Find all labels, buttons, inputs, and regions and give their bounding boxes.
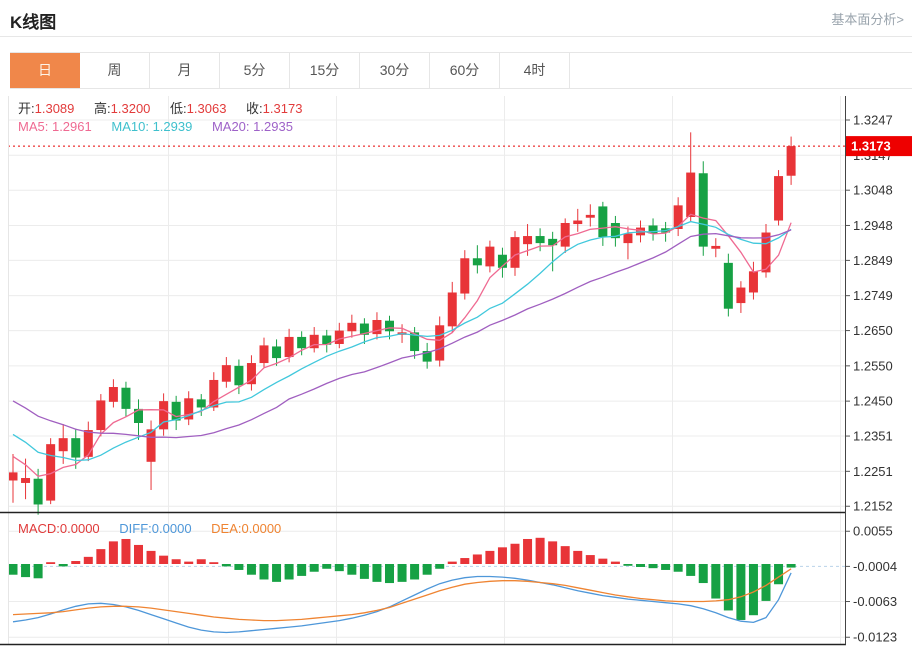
tab-月[interactable]: 月 xyxy=(150,53,220,88)
tab-15分[interactable]: 15分 xyxy=(290,53,360,88)
svg-text:1.2152: 1.2152 xyxy=(853,499,893,514)
svg-text:-0.0123: -0.0123 xyxy=(853,630,897,645)
tab-bar: 日周月 5分 15分 30分 60分 4时 xyxy=(10,52,912,89)
tab-60分[interactable]: 60分 xyxy=(430,53,500,88)
svg-text:1.2650: 1.2650 xyxy=(853,323,893,338)
svg-text:1.2849: 1.2849 xyxy=(853,253,893,268)
tab-30分[interactable]: 30分 xyxy=(360,53,430,88)
tab-周[interactable]: 周 xyxy=(80,53,150,88)
svg-text:0.0055: 0.0055 xyxy=(853,524,893,539)
svg-text:1.2550: 1.2550 xyxy=(853,358,893,373)
tab-日[interactable]: 日 xyxy=(10,53,80,88)
svg-text:1.3173: 1.3173 xyxy=(851,139,891,154)
svg-text:1.3247: 1.3247 xyxy=(853,113,893,128)
tab-5分[interactable]: 5分 xyxy=(220,53,290,88)
svg-text:1.2450: 1.2450 xyxy=(853,394,893,409)
svg-text:1.2251: 1.2251 xyxy=(853,464,893,479)
svg-text:-0.0004: -0.0004 xyxy=(853,559,897,574)
svg-text:1.3048: 1.3048 xyxy=(853,183,893,198)
kline-chart-canvas[interactable]: 1.32471.31471.30481.29481.28491.27491.26… xyxy=(0,96,912,647)
tab-4时[interactable]: 4时 xyxy=(500,53,570,88)
svg-text:1.2351: 1.2351 xyxy=(853,429,893,444)
svg-text:1.2948: 1.2948 xyxy=(853,218,893,233)
fundamental-analysis-link[interactable]: 基本面分析> xyxy=(831,12,904,27)
svg-text:1.2749: 1.2749 xyxy=(853,288,893,303)
page-title: K线图 xyxy=(10,13,57,32)
svg-text:-0.0063: -0.0063 xyxy=(853,594,897,609)
page-header: K线图 基本面分析> xyxy=(0,0,912,37)
